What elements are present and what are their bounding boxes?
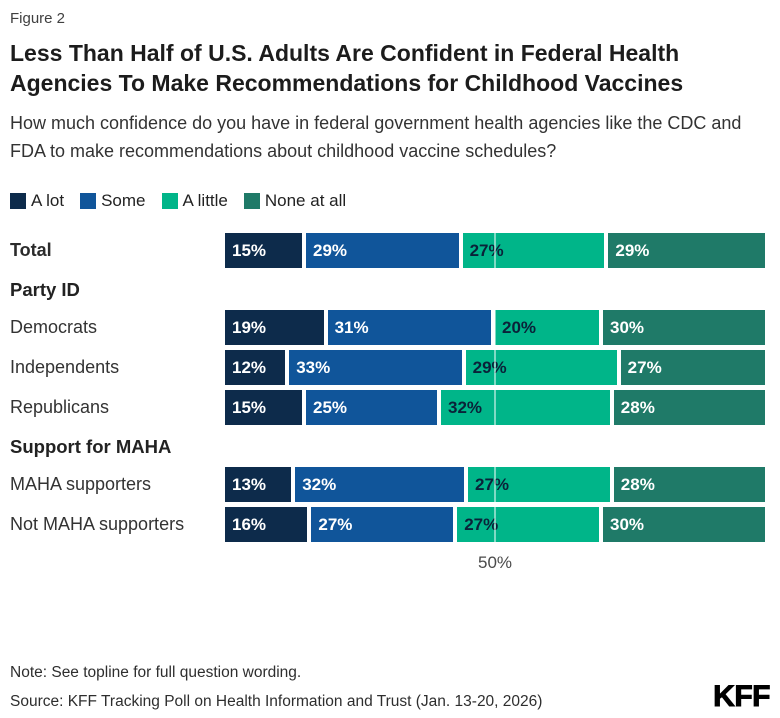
row-label: Independents bbox=[10, 356, 120, 377]
source-text: Source: KFF Tracking Poll on Health Info… bbox=[10, 693, 543, 711]
bar-segment: 28% bbox=[613, 466, 765, 502]
bar-segment: 16% bbox=[225, 506, 312, 542]
legend-swatch-icon bbox=[80, 192, 97, 209]
bar-segment: 25% bbox=[306, 389, 441, 425]
table-row: Republicans 15% 25% 32% 28% bbox=[10, 389, 770, 425]
section-header: Support for MAHA bbox=[10, 435, 172, 457]
legend-swatch-icon bbox=[161, 192, 178, 209]
x-tick-label: 50% bbox=[477, 552, 513, 572]
bar-segment: 27% bbox=[311, 506, 458, 542]
bar-segment: 13% bbox=[225, 466, 296, 502]
legend-label: A lot bbox=[31, 190, 65, 210]
bar-segment: 32% bbox=[441, 389, 614, 425]
legend-label: A little bbox=[182, 190, 228, 210]
bar-segment: 30% bbox=[602, 309, 765, 345]
stacked-bar-chart: Total 15% 29% 27% 29% Party ID Democrats 19% 31%… bbox=[10, 232, 770, 575]
row-label: Not MAHA supporters bbox=[10, 513, 185, 534]
stacked-bar: 15% 29% 27% 29% bbox=[225, 232, 765, 268]
chart-rows: Total 15% 29% 27% 29% Party ID Democrats 19% 31%… bbox=[10, 232, 770, 542]
chart-title: Less Than Half of U.S. Adults Are Confid… bbox=[10, 40, 684, 96]
bar-segment: 27% bbox=[462, 232, 609, 268]
table-row: Independents 12% 33% 29% 27% bbox=[10, 349, 770, 385]
legend-item: A little bbox=[161, 190, 228, 211]
stacked-bar: 19% 31% 20% 30% bbox=[225, 309, 765, 345]
section-header: Party ID bbox=[10, 278, 80, 300]
bar-segment: 27% bbox=[457, 506, 603, 542]
bar-segment: 28% bbox=[613, 389, 765, 425]
row-label: Total bbox=[10, 239, 52, 260]
stacked-bar: 13% 32% 27% 28% bbox=[225, 466, 765, 502]
legend-item: A lot bbox=[10, 191, 64, 211]
legend-swatch-icon bbox=[243, 192, 260, 209]
chart-subtitle: How much confidence do you have in feder… bbox=[10, 112, 742, 161]
bar-segment: 30% bbox=[602, 506, 765, 542]
row-label: Democrats bbox=[10, 316, 98, 337]
legend-swatch-icon bbox=[10, 192, 26, 209]
bar-segment: 15% bbox=[225, 232, 306, 268]
kff-logo: KFF bbox=[713, 680, 771, 713]
bar-segment: 27% bbox=[620, 349, 765, 385]
footer: Note: See topline for full question word… bbox=[10, 664, 771, 713]
bar-segment: 20% bbox=[494, 309, 603, 345]
gridline-50-percent bbox=[494, 232, 496, 542]
bar-segment: 15% bbox=[225, 389, 306, 425]
figure-label: Figure 2 bbox=[10, 10, 66, 27]
legend-item: None at all bbox=[243, 190, 347, 211]
stacked-bar: 16% 27% 27% 30% bbox=[225, 506, 765, 542]
row-label: MAHA supporters bbox=[10, 473, 152, 494]
legend-label: None at all bbox=[264, 190, 347, 210]
bar-segment: 33% bbox=[289, 349, 466, 385]
table-row: Democrats 19% 31% 20% 30% bbox=[10, 309, 770, 345]
bar-segment: 29% bbox=[608, 232, 765, 268]
table-row: MAHA supporters 13% 32% 27% 28% bbox=[10, 466, 770, 502]
bar-segment: 31% bbox=[327, 309, 495, 345]
bar-segment: 29% bbox=[465, 349, 621, 385]
bar-segment: 27% bbox=[467, 466, 614, 502]
legend-item: Some bbox=[80, 190, 146, 211]
bar-segment: 12% bbox=[225, 349, 290, 385]
row-label: Republicans bbox=[10, 396, 110, 417]
table-row: Not MAHA supporters 16% 27% 27% 30% bbox=[10, 506, 770, 542]
table-row: Total 15% 29% 27% 29% bbox=[10, 232, 770, 268]
x-axis: 50% bbox=[10, 553, 770, 575]
note-text: Note: See topline for full question word… bbox=[10, 663, 302, 681]
bar-segment: 29% bbox=[306, 232, 463, 268]
bar-segment: 19% bbox=[225, 309, 328, 345]
bar-segment: 32% bbox=[295, 466, 468, 502]
stacked-bar: 15% 25% 32% 28% bbox=[225, 389, 765, 425]
footer-notes: Note: See topline for full question word… bbox=[10, 664, 542, 712]
legend: A lot Some A little None at all bbox=[10, 191, 770, 211]
stacked-bar: 12% 33% 29% 27% bbox=[225, 349, 765, 385]
legend-label: Some bbox=[101, 190, 146, 210]
